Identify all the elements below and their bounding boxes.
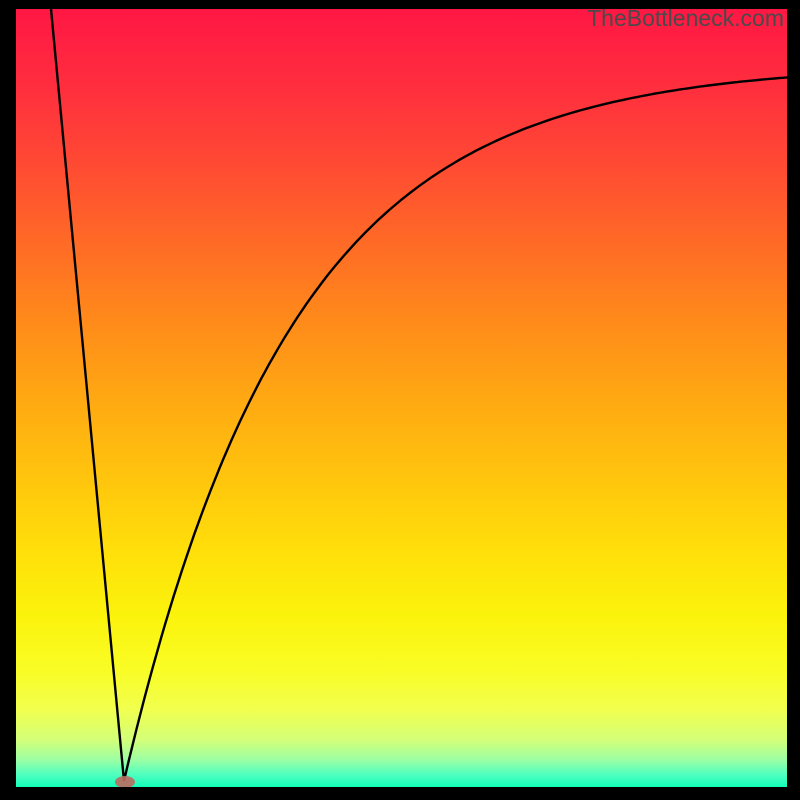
chart-background — [16, 9, 787, 787]
chart-svg — [16, 9, 787, 787]
bottleneck-chart — [16, 9, 787, 787]
watermark-label: TheBottleneck.com — [587, 5, 784, 32]
